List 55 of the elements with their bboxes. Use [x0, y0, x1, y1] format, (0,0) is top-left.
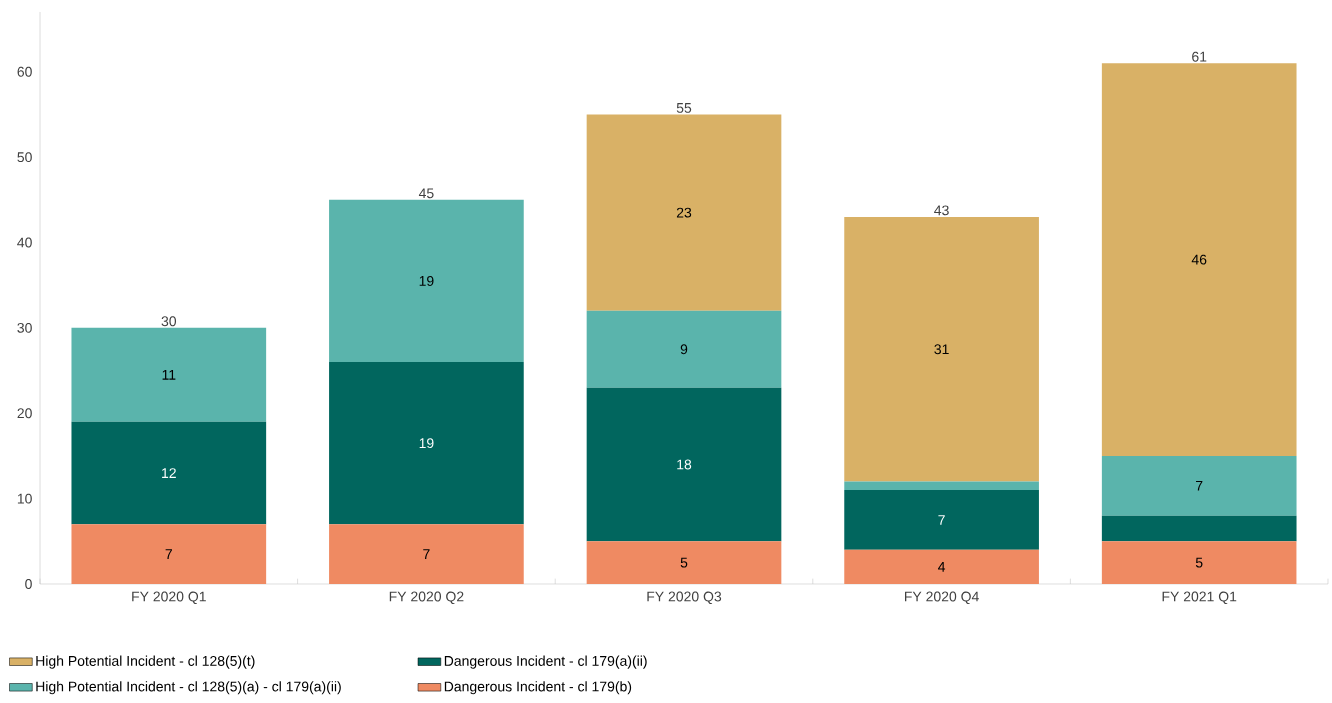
data-label: 12 [162, 468, 176, 478]
data-label: 7 [938, 515, 945, 525]
x-tick-label: FY 2020 Q4 [905, 591, 979, 604]
bar [844, 216, 1039, 482]
y-tick-label: 30 [17, 322, 32, 333]
bar [329, 199, 524, 363]
data-label: 18 [677, 459, 692, 470]
total-label: 43 [934, 205, 949, 216]
y-tick-label: 0 [25, 579, 32, 589]
data-label: 31 [934, 344, 949, 355]
data-label: 5 [680, 557, 688, 568]
bar [329, 362, 524, 525]
x-tick-label: FY 2020 Q1 [132, 591, 206, 604]
bar [1101, 515, 1297, 542]
bar [1101, 541, 1297, 584]
data-label: 11 [162, 370, 176, 380]
total-label: 45 [418, 188, 434, 199]
bar [71, 524, 267, 584]
data-label: 19 [419, 438, 434, 449]
bar [71, 421, 267, 525]
total-label: 30 [161, 316, 177, 327]
y-tick-label: 40 [17, 237, 32, 248]
bar [586, 310, 782, 388]
data-label: 7 [423, 549, 430, 559]
data-label: 7 [165, 549, 172, 559]
bar [586, 541, 782, 584]
y-tick-label: 50 [17, 152, 32, 163]
legend-label: Dangerous Incident - cl 179(b) [444, 681, 632, 695]
bar [1101, 455, 1297, 516]
legend-label: Dangerous Incident - cl 179(a)(ii) [444, 655, 647, 669]
bar [844, 549, 1039, 584]
x-tick-label: FY 2020 Q3 [647, 591, 722, 604]
bar [844, 490, 1039, 550]
total-label: 61 [1192, 51, 1207, 62]
bar [844, 481, 1039, 491]
bar [1101, 63, 1297, 456]
data-label: 9 [680, 344, 688, 355]
legend-label: High Potential Incident - cl 128(5)(t) [36, 655, 255, 669]
y-tick-label: 20 [17, 408, 32, 419]
legend-label: High Potential Incident - cl 128(5)(a) - cl 179(a)(ii) [36, 681, 341, 695]
bar [586, 114, 782, 311]
y-tick-label: 60 [17, 66, 32, 77]
total-label: 55 [676, 103, 692, 113]
data-label: 19 [419, 275, 434, 286]
x-tick-label: FY 2020 Q2 [389, 591, 464, 604]
bar [586, 387, 782, 542]
bar [71, 327, 267, 422]
bar [329, 524, 524, 584]
data-label: 4 [938, 562, 946, 572]
data-label: 46 [1191, 254, 1207, 265]
data-label: 7 [1196, 481, 1203, 491]
y-tick-label: 10 [17, 493, 32, 504]
data-label: 5 [1195, 557, 1203, 568]
x-tick-label: FY 2021 Q1 [1162, 591, 1237, 604]
data-label: 23 [676, 207, 692, 218]
